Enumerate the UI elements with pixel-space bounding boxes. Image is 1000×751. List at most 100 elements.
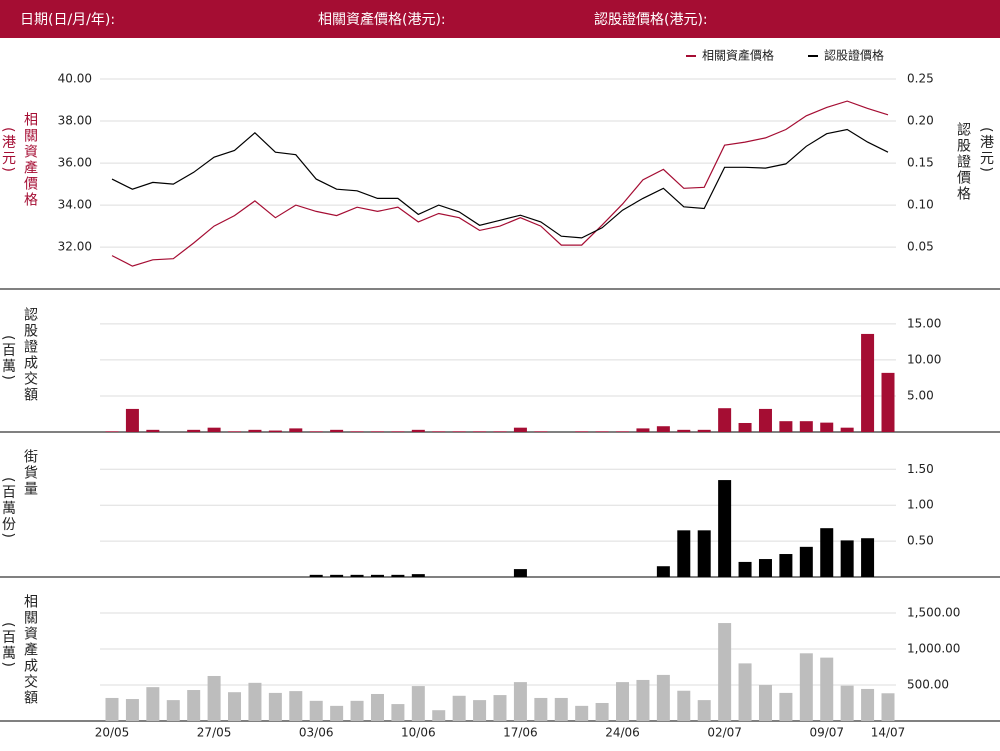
- y2-tick-label: 0.05: [907, 240, 934, 254]
- bar: [391, 431, 405, 432]
- bar: [309, 700, 323, 721]
- bar: [309, 574, 323, 577]
- bar: [840, 685, 854, 721]
- y-tick-label: 5.00: [907, 388, 934, 402]
- bar: [677, 530, 691, 577]
- bar: [187, 429, 201, 432]
- x-tick-label: 20/05: [95, 726, 130, 740]
- bar: [575, 705, 589, 721]
- bar: [125, 408, 139, 432]
- bar: [146, 687, 160, 721]
- y-axis-unit: (百萬): [0, 622, 16, 669]
- bar: [330, 574, 344, 577]
- bar: [861, 688, 875, 721]
- y2-tick-label: 0.20: [907, 114, 934, 128]
- y-tick-label: 40.00: [58, 72, 92, 86]
- bar: [391, 704, 405, 721]
- bar: [432, 431, 446, 432]
- bar: [370, 431, 384, 432]
- bar: [125, 699, 139, 721]
- x-tick-label: 02/07: [707, 726, 742, 740]
- bar: [534, 431, 548, 432]
- y2-tick-label: 0.25: [907, 72, 934, 86]
- bar: [718, 480, 732, 577]
- bar: [697, 530, 711, 577]
- x-tick-label: 14/07: [871, 726, 906, 740]
- bar: [799, 546, 813, 577]
- bar: [677, 429, 691, 432]
- bar: [677, 690, 691, 721]
- bar: [840, 540, 854, 577]
- bar: [636, 428, 650, 432]
- y-axis-unit: (百萬份): [0, 477, 16, 540]
- series-line: [111, 128, 889, 239]
- bar: [411, 429, 425, 432]
- bar: [248, 429, 262, 432]
- y-axis-title: 認股證成交額: [22, 307, 38, 403]
- y-tick-label: 38.00: [58, 114, 92, 128]
- bar: [738, 422, 752, 432]
- bar: [473, 700, 487, 721]
- bar: [228, 431, 242, 432]
- y-tick-label: 34.00: [58, 198, 92, 212]
- x-tick-label: 03/06: [299, 726, 334, 740]
- bar: [738, 663, 752, 721]
- bar: [656, 566, 670, 577]
- bar: [289, 691, 303, 721]
- y-axis-title: 相關資產價格: [22, 111, 38, 208]
- y-tick-label: 32.00: [58, 240, 92, 254]
- y-tick-label: 10.00: [907, 352, 941, 366]
- y2-axis-unit: (港元): [978, 126, 994, 174]
- y2-tick-label: 0.10: [907, 198, 934, 212]
- bar: [779, 692, 793, 721]
- y-tick-label: 0.50: [907, 534, 934, 548]
- x-tick-label: 24/06: [605, 726, 640, 740]
- bar: [799, 421, 813, 432]
- bar: [779, 421, 793, 432]
- bar: [105, 431, 119, 432]
- y-axis-unit: (港元): [0, 126, 16, 174]
- bar: [738, 561, 752, 577]
- bar: [534, 697, 548, 721]
- bar: [187, 690, 201, 721]
- bar: [350, 700, 364, 721]
- y-axis-unit: (百萬): [0, 335, 16, 382]
- bar: [391, 574, 405, 577]
- bar: [330, 429, 344, 432]
- y-tick-label: 15.00: [907, 316, 941, 330]
- bar: [554, 697, 568, 721]
- bar: [513, 427, 527, 432]
- y2-axis-title: 認股證價格: [955, 121, 971, 202]
- bar: [228, 692, 242, 721]
- bar: [697, 700, 711, 721]
- bar: [330, 705, 344, 721]
- bar: [595, 431, 609, 432]
- x-tick-label: 10/06: [401, 726, 436, 740]
- y-tick-label: 36.00: [58, 156, 92, 170]
- bar: [268, 692, 282, 721]
- bar: [758, 684, 772, 721]
- bar: [513, 682, 527, 721]
- bar: [268, 430, 282, 432]
- bar: [636, 679, 650, 721]
- bar: [656, 426, 670, 432]
- bar: [411, 686, 425, 721]
- bar: [820, 422, 834, 432]
- header-bar: [0, 0, 1000, 38]
- bar: [248, 682, 262, 721]
- y-tick-label: 1.50: [907, 462, 934, 476]
- bar: [309, 431, 323, 432]
- y-tick-label: 1,000.00: [907, 641, 960, 655]
- series-line: [111, 100, 889, 267]
- bar: [881, 372, 895, 432]
- legend-label: 認股證價格: [824, 48, 884, 63]
- bar: [820, 657, 834, 721]
- bar: [207, 675, 221, 721]
- bar: [350, 431, 364, 432]
- bar: [595, 702, 609, 721]
- bar: [146, 429, 160, 432]
- bar: [718, 408, 732, 432]
- bar: [861, 538, 875, 577]
